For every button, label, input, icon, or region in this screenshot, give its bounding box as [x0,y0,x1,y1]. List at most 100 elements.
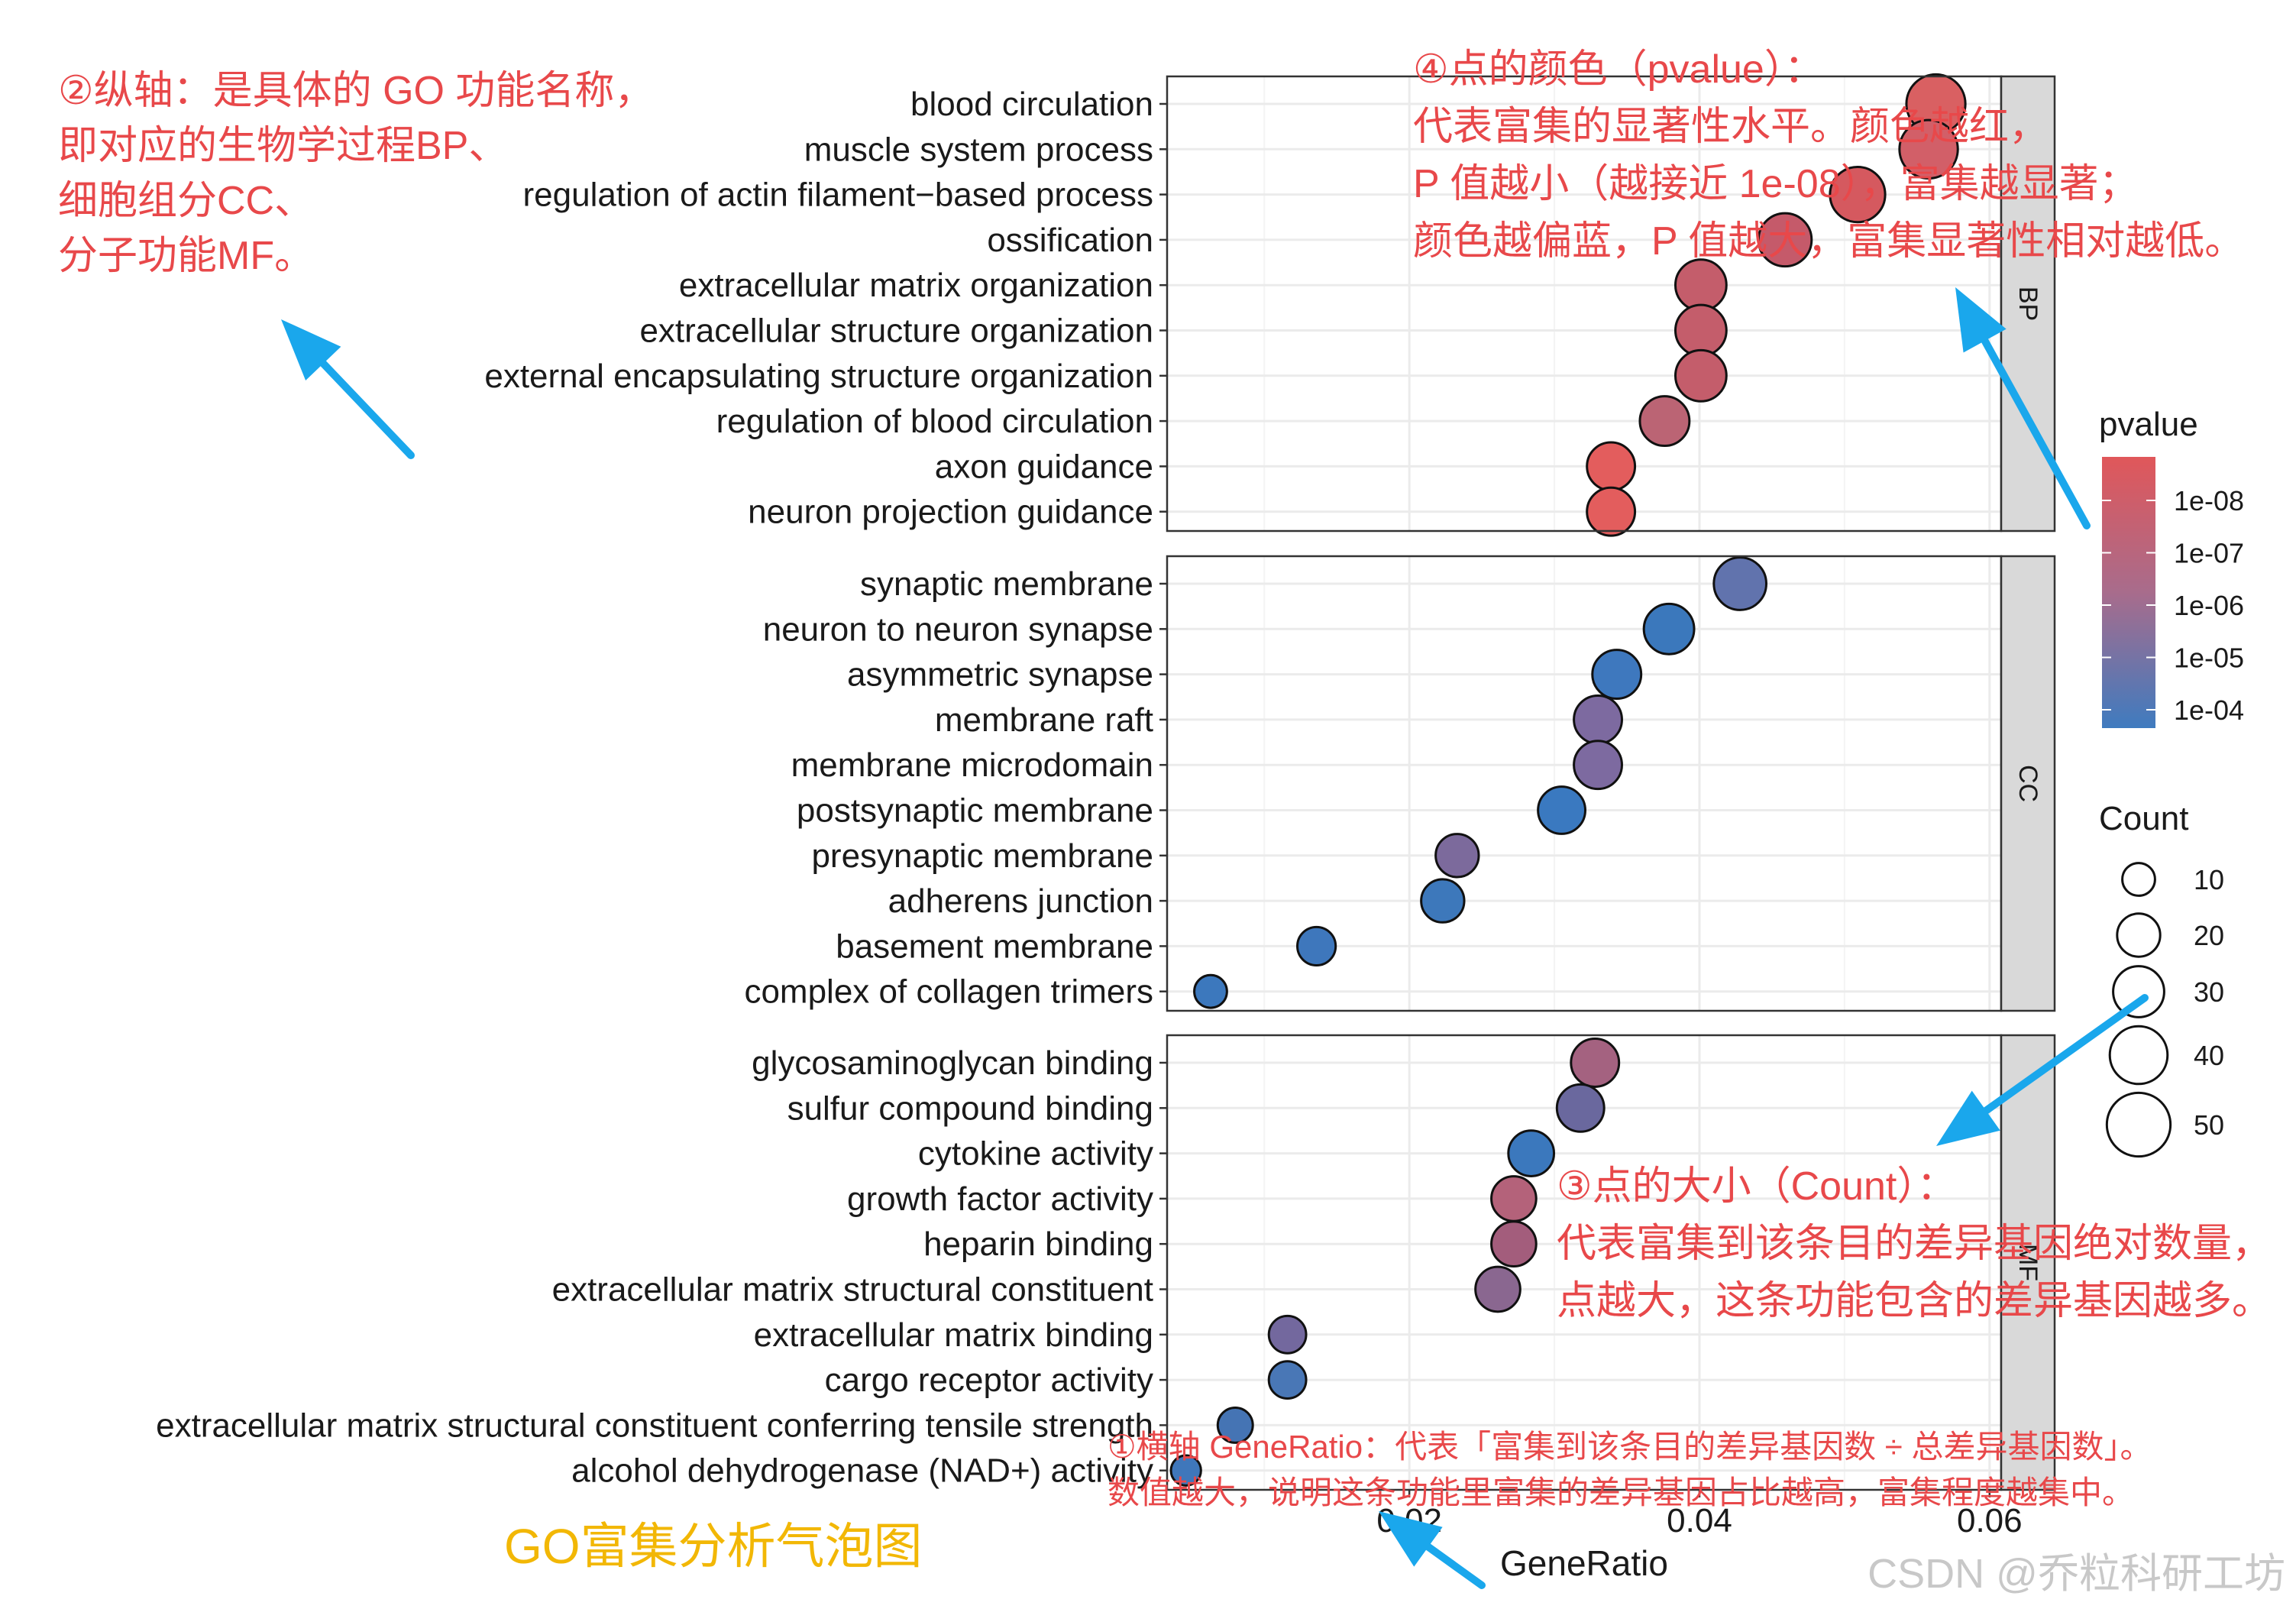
size-legend-label: 30 [2194,976,2224,1008]
y-tick-label: presynaptic membrane [811,837,1153,875]
y-tick-label: sulfur compound binding [787,1089,1153,1127]
y-tick-label: extracellular matrix organization [679,267,1153,304]
watermark: CSDN @乔粒科研工坊 [1868,1551,2285,1597]
bubble-point [1757,212,1813,268]
note-generatio-line: ①横轴 GeneRatio：代表「富集到该条目的差异基因数 ÷ 总差异基因数」。 [1108,1429,2152,1465]
bubble-point [1829,165,1887,224]
bubble-point [1267,1360,1308,1400]
bubble-point [1673,348,1728,403]
arrow-head [1955,287,2007,353]
color-legend-bar [2102,457,2155,728]
note-count-line: ③点的大小（Count）： [1557,1164,1956,1209]
bubble-point [1673,258,1728,312]
arrow-count [1936,994,2149,1146]
bubble-point [1586,486,1637,537]
bubble-point [1267,1314,1308,1355]
bubble-point [1570,1038,1621,1088]
x-axis-title: GeneRatio [1500,1543,1668,1583]
color-legend-label: 1e-07 [2174,538,2244,569]
y-tick-label: complex of collagen trimers [744,973,1153,1011]
y-tick-label: extracellular structure organization [639,312,1153,350]
bubble-point [1169,1454,1202,1487]
arrow-shaft [1981,337,2091,529]
arrow-head [1936,1090,2000,1146]
arrow-head [281,319,341,380]
color-legend-label: 1e-06 [2174,590,2244,621]
note-count-line: 代表富集到该条目的差异基因绝对数量， [1557,1222,2272,1266]
note-generatio-line: 数值越大，说明这条功能里富集的差异基因占比越高，富集程度越集中。 [1108,1475,2134,1510]
y-tick-label: asymmetric synapse [847,656,1153,694]
note-count-line: 点越大，这条功能包含的差异基因越多。 [1557,1279,2272,1323]
annotations: ②纵轴：是具体的 GO 功能名称， 即对应的生物学过程BP、细胞组分CC、分子功能… [58,47,2285,1597]
figure-caption: GO富集分析气泡图 [504,1519,923,1574]
facet-strip [2000,1034,2056,1491]
color-legend-label: 1e-08 [2174,485,2244,516]
size-legend-title: Count [2099,800,2188,837]
color-legend-label: 1e-04 [2174,694,2244,726]
bubble-point [1642,602,1696,656]
bubble-point [1420,878,1466,924]
y-tick-label: membrane raft [935,701,1153,739]
bubble-point [1216,1406,1254,1444]
annotation-arrows [281,287,2149,1589]
note-y-axis-line: 细胞组分CC、 [58,179,314,223]
bubble-point [1555,1083,1606,1133]
y-tick-label: membrane microdomain [791,746,1153,784]
size-legend-label: 20 [2194,920,2224,951]
arrow-shaft [1424,1543,1486,1589]
bubble-point [1673,303,1728,358]
x-tick-label: 0.04 [1667,1502,1732,1539]
facet-strip-label: MF [2013,1244,2042,1281]
bubble-point [1591,649,1643,701]
size-legend-label: 50 [2194,1109,2224,1141]
bubble-point [1474,1265,1522,1313]
note-y-axis-line: ②纵轴：是具体的 GO 功能名称， [58,69,654,113]
bubble-point [1296,925,1337,966]
note-pvalue-line: 代表富集的显著性水平。颜色越红， [1413,105,2049,149]
bubble-point [1537,785,1586,835]
y-tick-label: growth factor activity [847,1180,1153,1218]
size-legend-label: 40 [2194,1040,2224,1071]
y-tick-label: ossification [987,222,1153,259]
panel-background [1167,76,2001,531]
y-tick-label: cytokine activity [918,1135,1153,1173]
color-legend-title: pvalue [2099,406,2198,443]
facet-strip-label: BP [2013,287,2042,321]
panel-cc: synaptic membrane neuron to neuron synaps… [744,555,2056,1012]
note-pvalue-line: ④点的颜色（pvalue）： [1413,47,1824,92]
bubble-point [1898,118,1959,180]
y-tick-label: blood circulation [910,86,1153,123]
y-tick-label: extracellular matrix structural constitu… [552,1271,1153,1309]
bubble-point [1573,694,1623,745]
y-tick-label: extracellular matrix structural constitu… [156,1407,1153,1444]
arrow-head [1379,1511,1443,1567]
panel-bp: blood circulation muscle system process re… [484,73,2056,537]
bubble-point [1638,395,1691,448]
arrow-y-axis [281,319,415,459]
arrow-generatio [1379,1511,1486,1589]
arrow-shaft [319,359,415,459]
bubble-point [1507,1129,1556,1177]
facet-panels: blood circulation muscle system process re… [156,73,2056,1491]
bubble-point [1712,556,1767,611]
y-tick-label: regulation of actin filament−based proce… [523,176,1154,214]
y-tick-label: cargo receptor activity [825,1361,1153,1399]
y-tick-label: muscle system process [804,131,1153,168]
size-legend-circle [2116,912,2162,958]
arrow-shaft [1982,994,2149,1115]
note-y-axis-line: 分子功能MF。 [58,234,314,278]
bubble-point [1586,441,1637,492]
bubble-point [1490,1175,1538,1222]
y-tick-label: synaptic membrane [860,565,1153,603]
color-legend-label: 1e-05 [2174,643,2244,674]
y-tick-label: alcohol dehydrogenase (NAD+) activity [571,1452,1153,1490]
bubble-point [1193,973,1228,1009]
note-y-axis-line: 即对应的生物学过程BP、 [58,124,508,168]
arrow-pvalue [1955,287,2091,529]
panel-mf: glycosaminoglycan binding sulfur compound… [156,1034,2056,1491]
note-pvalue-line: P 值越小（越接近 1e-08），富集越显著； [1413,162,2139,206]
size-legend-label: 10 [2194,864,2224,895]
y-tick-label: external encapsulating structure organiz… [484,358,1153,395]
